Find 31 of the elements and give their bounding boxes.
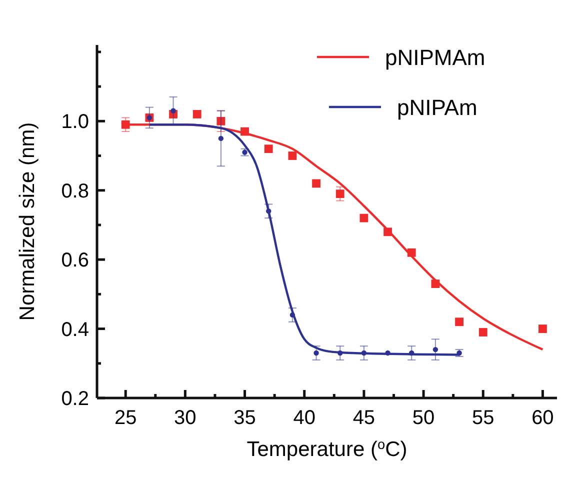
point [216,116,226,126]
point [432,346,438,352]
point [478,328,488,336]
x-tick-label: 50 [412,407,435,429]
x-tick-label: 45 [352,407,376,429]
y-tick-label: 0.2 [61,388,89,410]
point [218,136,224,142]
point [121,120,130,129]
point [288,152,297,160]
y-axis-title: Normalized size (nm) [16,122,39,321]
point [455,318,464,326]
point [312,179,320,188]
x-tick-label: 60 [532,407,554,429]
point [360,214,368,222]
y-tick-label: 1.0 [61,111,89,134]
x-axis-title: Temperature ($^{o}$C) [246,436,408,461]
point [314,350,319,356]
y-tick-label: 0.8 [61,180,89,202]
legend-label: pNIPMAm [385,45,486,70]
legend-label: pNIPAm [397,95,478,120]
point [192,110,202,118]
point [264,144,273,154]
point [336,190,344,198]
point [538,324,547,333]
y-tick-label: 0.6 [61,250,89,272]
x-tick-label: 55 [472,407,494,429]
x-tick-label: 40 [293,407,316,429]
x-tick-label: 30 [174,407,196,429]
y-tick-label: 0.4 [61,318,89,341]
x-tick-label: 25 [114,407,137,429]
x-tick-label: 35 [234,407,256,429]
